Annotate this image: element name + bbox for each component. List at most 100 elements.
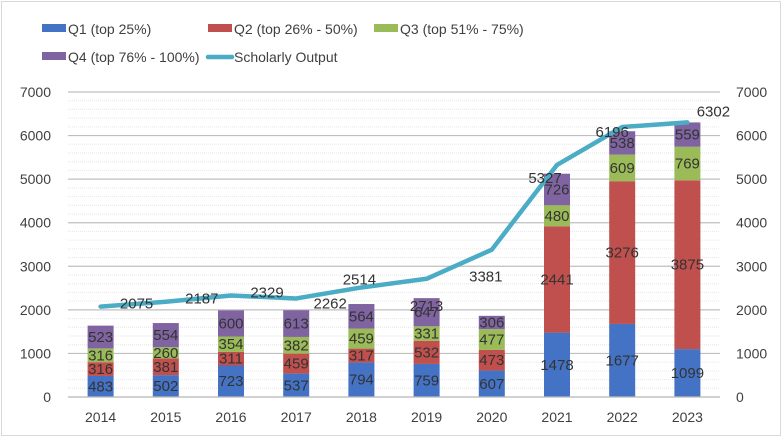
bar-data-label: 564	[349, 308, 374, 325]
bar-segment-q2	[218, 351, 244, 366]
bar-segment-q4	[283, 310, 310, 337]
bar-data-label: 3875	[671, 257, 704, 274]
secondary-y-tick-label: 7000	[736, 84, 767, 100]
bar-segment-q3	[413, 326, 440, 341]
bar-segment-q4	[609, 131, 636, 155]
x-tick-label: 2021	[541, 409, 572, 425]
y-tick-label: 1000	[20, 345, 51, 361]
x-tick-label: 2020	[476, 409, 507, 425]
x-tick-label: 2022	[607, 409, 638, 425]
bar-data-label: 647	[414, 304, 439, 321]
bar-data-label: 1099	[671, 365, 704, 382]
legend-swatch	[42, 52, 66, 60]
bar-segment-q2	[609, 181, 636, 324]
line-data-label: 2187	[185, 291, 218, 308]
bar-data-label: 502	[153, 378, 178, 395]
y-tick-label: 7000	[20, 84, 51, 100]
bar-segment-q1	[674, 349, 701, 397]
bar-data-label: 317	[349, 347, 374, 364]
bar-segment-q1	[478, 370, 505, 397]
bar-data-label: 726	[544, 182, 569, 199]
bar-segment-q4	[413, 298, 440, 327]
x-tick-label: 2016	[215, 409, 246, 425]
x-tick-label: 2014	[85, 409, 116, 425]
y-tick-label: 6000	[20, 128, 51, 144]
bar-data-label: 532	[414, 344, 439, 361]
bar-data-label: 723	[218, 373, 243, 390]
line-data-label: 5327	[528, 170, 561, 187]
y-tick-label: 4000	[20, 215, 51, 231]
legend-label: Q3 (top 51% - 75%)	[400, 21, 524, 37]
bar-data-label: 483	[88, 378, 113, 395]
x-tick-label: 2019	[411, 409, 442, 425]
line-data-label: 2514	[343, 271, 376, 288]
bar-segment-q3	[348, 328, 375, 349]
bar-segment-q2	[152, 358, 179, 376]
bar-segment-q2	[283, 353, 310, 374]
legend-label: Q2 (top 26% - 50%)	[234, 21, 358, 37]
line-data-label: 2713	[410, 298, 443, 315]
bar-data-label: 554	[153, 327, 178, 344]
bar-data-label: 3276	[606, 245, 639, 262]
x-tick-label: 2023	[672, 409, 703, 425]
bar-data-label: 316	[88, 347, 113, 364]
bar-data-label: 306	[479, 314, 504, 331]
secondary-y-tick-label: 0	[736, 389, 744, 405]
y-tick-label: 0	[43, 389, 51, 405]
y-tick-label: 3000	[20, 258, 51, 274]
line-data-label: 2329	[250, 285, 283, 302]
bar-segment-q2	[478, 349, 505, 371]
scholarly-output-line-group	[98, 120, 690, 309]
secondary-y-tick-label: 3000	[736, 258, 767, 274]
bar-segment-q1	[348, 362, 375, 397]
bars	[87, 122, 701, 397]
secondary-y-tick-label: 2000	[736, 302, 767, 318]
bar-data-label: 523	[88, 329, 113, 346]
bar-data-label: 537	[284, 377, 309, 394]
bar-data-label: 559	[675, 127, 700, 144]
bar-data-label: 473	[479, 352, 504, 369]
bar-segment-q1	[413, 363, 440, 397]
bar-segment-q4	[478, 315, 505, 330]
legend-swatch	[208, 24, 232, 32]
line-data-label: 2075	[120, 296, 153, 313]
bar-segment-q1	[544, 332, 570, 397]
bar-segment-q3	[87, 348, 114, 363]
legend-label: Scholarly Output	[234, 49, 338, 65]
legend-swatch	[42, 24, 66, 32]
bar-segment-q4	[674, 122, 701, 147]
bar-data-label: 609	[610, 160, 635, 177]
secondary-y-tick-label: 6000	[736, 128, 767, 144]
bar-data-label: 331	[414, 326, 439, 343]
secondary-y-tick-label: 4000	[736, 215, 767, 231]
bar-segment-q3	[609, 154, 636, 182]
bar-data-label: 759	[414, 372, 439, 389]
bar-segment-q3	[152, 347, 179, 359]
bar-segment-q2	[544, 226, 570, 333]
bar-data-label: 316	[88, 361, 113, 378]
bar-segment-q3	[283, 336, 310, 354]
bar-segment-q1	[87, 375, 114, 397]
bar-data-label: 1677	[606, 352, 639, 369]
bar-data-label: 613	[284, 316, 309, 333]
line-data-label: 2262	[314, 295, 347, 312]
bar-data-label: 1478	[540, 357, 573, 374]
bar-segment-q2	[348, 348, 375, 363]
bar-data-label: 382	[284, 337, 309, 354]
secondary-y-tick-label: 5000	[736, 171, 767, 187]
line-data-label: 6196	[596, 124, 629, 141]
bar-data-label: 538	[610, 135, 635, 152]
bar-segment-q4	[218, 310, 244, 337]
bar-segment-q4	[348, 304, 375, 329]
line-data-label: 3381	[469, 269, 502, 286]
bar-segment-q1	[218, 365, 244, 397]
bar-segment-q2	[413, 340, 440, 364]
bar-segment-q3	[544, 205, 570, 227]
bar-segment-q1	[609, 323, 636, 397]
bar-segment-q1	[152, 375, 179, 397]
bar-data-label: 794	[349, 372, 374, 389]
scholarly-output-line	[98, 120, 690, 309]
bar-data-label: 354	[218, 336, 243, 353]
bar-data-label: 459	[349, 331, 374, 348]
